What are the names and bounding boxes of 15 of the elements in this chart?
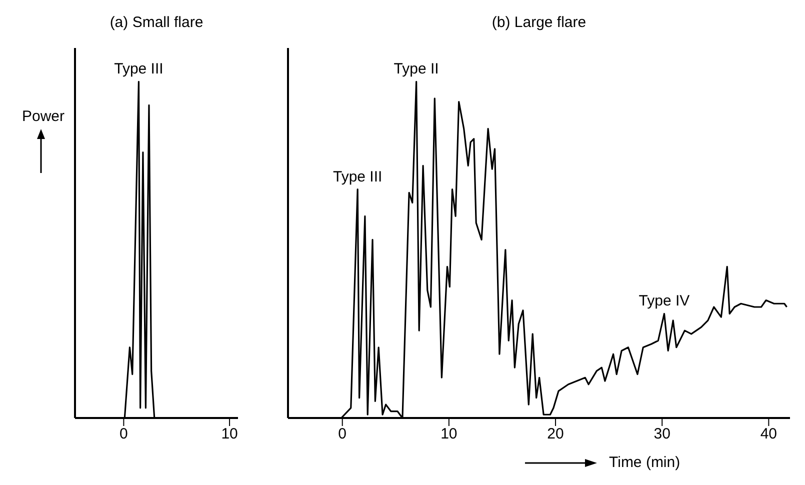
- y-axis-title: Power: [22, 108, 65, 125]
- x-tick-label: 0: [338, 426, 347, 443]
- chart-title: (a) Small flare: [108, 14, 204, 31]
- annotation: Type III: [332, 168, 382, 186]
- chart-title: (b) Large flare: [490, 14, 588, 31]
- annotation: Type III: [114, 60, 164, 78]
- x-tick-label: 20: [547, 426, 564, 443]
- x-tick-label: 10: [440, 426, 458, 443]
- x-tick-label: 30: [654, 426, 670, 443]
- x-tick-label: 10: [221, 426, 238, 443]
- x-tick-label: 0: [120, 426, 128, 443]
- x-axis-title: Time (min): [609, 454, 680, 471]
- x-tick-label: 40: [760, 426, 778, 443]
- annotation: Type IV: [638, 292, 690, 310]
- annotation: Type II: [394, 60, 439, 78]
